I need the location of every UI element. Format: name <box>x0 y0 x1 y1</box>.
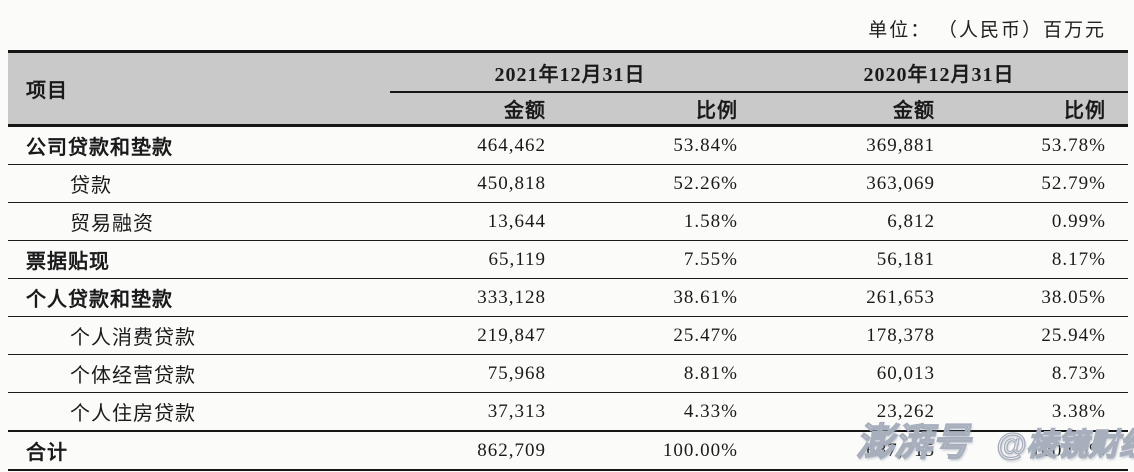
table-row: 个人贷款和垫款 333,128 38.61% 261,653 38.05% <box>8 279 1128 317</box>
cell-amount-2021: 219,847 <box>477 324 546 346</box>
cell-ratio-2020: 53.78% <box>1041 134 1106 156</box>
column-header-amount-2021: 金额 <box>504 100 546 122</box>
cell-ratio-2021: 38.61% <box>673 286 738 308</box>
cell-amount-2021: 450,818 <box>477 172 546 194</box>
cell-amount-2020: 261,653 <box>866 286 935 308</box>
column-group-2020: 2020年12月31日 <box>750 51 1128 93</box>
cell-ratio-2020: 38.05% <box>1041 286 1106 308</box>
column-header-ratio-2021: 比例 <box>696 100 738 122</box>
row-label: 个体经营贷款 <box>70 365 196 387</box>
loans-table: 项目 2021年12月31日 2020年12月31日 金额 比例 金额 比例 公… <box>8 50 1128 471</box>
cell-ratio-2020: 8.73% <box>1051 362 1106 384</box>
cell-ratio-2020: 100.00% <box>1030 439 1106 461</box>
cell-amount-2021: 65,119 <box>488 248 546 270</box>
cell-ratio-2021: 8.81% <box>683 362 738 384</box>
cell-amount-2021: 13,644 <box>487 210 546 232</box>
table-body: 公司贷款和垫款 464,462 53.84% 369,881 53.78% 贷款… <box>8 126 1128 470</box>
table-row: 贷款 450,818 52.26% 363,069 52.79% <box>8 165 1128 203</box>
cell-amount-2020: 6,812 <box>887 210 935 232</box>
cell-amount-2020: 56,181 <box>876 248 935 270</box>
row-label: 个人住房贷款 <box>70 403 196 425</box>
cell-amount-2021: 37,313 <box>487 400 546 422</box>
row-label: 个人贷款和垫款 <box>26 289 173 311</box>
table-row: 公司贷款和垫款 464,462 53.84% 369,881 53.78% <box>8 126 1128 165</box>
cell-ratio-2021: 7.55% <box>683 248 738 270</box>
row-label: 公司贷款和垫款 <box>26 137 173 159</box>
row-label: 个人消费贷款 <box>70 327 196 349</box>
table-row: 个人消费贷款 219,847 25.47% 178,378 25.94% <box>8 317 1128 355</box>
cell-amount-2020: 687,715 <box>866 439 935 461</box>
table-row: 个人住房贷款 37,313 4.33% 23,262 3.38% <box>8 393 1128 431</box>
cell-ratio-2020: 52.79% <box>1041 172 1106 194</box>
header-row-years: 项目 2021年12月31日 2020年12月31日 <box>8 51 1128 102</box>
table-row: 贸易融资 13,644 1.58% 6,812 0.99% <box>8 203 1128 241</box>
header-row-subcolumns: 金额 比例 金额 比例 <box>8 92 1128 126</box>
cell-ratio-2021: 25.47% <box>673 324 738 346</box>
table-row: 个体经营贷款 75,968 8.81% 60,013 8.73% <box>8 355 1128 393</box>
cell-amount-2021: 862,709 <box>477 439 546 461</box>
cell-amount-2021: 75,968 <box>487 362 546 384</box>
cell-amount-2021: 333,128 <box>477 286 546 308</box>
table-header: 项目 2021年12月31日 2020年12月31日 金额 比例 金额 比例 <box>8 51 1128 126</box>
row-label: 合计 <box>26 442 68 464</box>
row-label: 票据贴现 <box>26 251 110 273</box>
column-header-amount-2020: 金额 <box>893 100 935 122</box>
cell-ratio-2020: 25.94% <box>1041 324 1106 346</box>
cell-ratio-2020: 0.99% <box>1051 210 1106 232</box>
cell-ratio-2021: 1.58% <box>683 210 738 232</box>
cell-amount-2020: 23,262 <box>876 400 935 422</box>
column-header-ratio-2020: 比例 <box>1064 100 1106 122</box>
cell-ratio-2021: 52.26% <box>673 172 738 194</box>
cell-ratio-2021: 53.84% <box>673 134 738 156</box>
cell-ratio-2020: 3.38% <box>1051 400 1106 422</box>
cell-ratio-2021: 100.00% <box>662 439 738 461</box>
cell-amount-2021: 464,462 <box>477 134 546 156</box>
loans-table-container: 项目 2021年12月31日 2020年12月31日 金额 比例 金额 比例 公… <box>8 50 1128 471</box>
row-label: 贸易融资 <box>70 213 154 235</box>
cell-amount-2020: 363,069 <box>866 172 935 194</box>
cell-amount-2020: 178,378 <box>866 324 935 346</box>
unit-label: 单位： （人民币）百万元 <box>868 20 1106 41</box>
row-label: 贷款 <box>70 175 112 197</box>
cell-ratio-2021: 4.33% <box>683 400 738 422</box>
column-header-item: 项目 <box>26 80 68 102</box>
cell-ratio-2020: 8.17% <box>1051 248 1106 270</box>
column-group-2021: 2021年12月31日 <box>390 51 750 93</box>
table-row: 票据贴现 65,119 7.55% 56,181 8.17% <box>8 241 1128 279</box>
cell-amount-2020: 60,013 <box>876 362 935 384</box>
table-row-total: 合计 862,709 100.00% 687,715 100.00% <box>8 431 1128 470</box>
cell-amount-2020: 369,881 <box>866 134 935 156</box>
